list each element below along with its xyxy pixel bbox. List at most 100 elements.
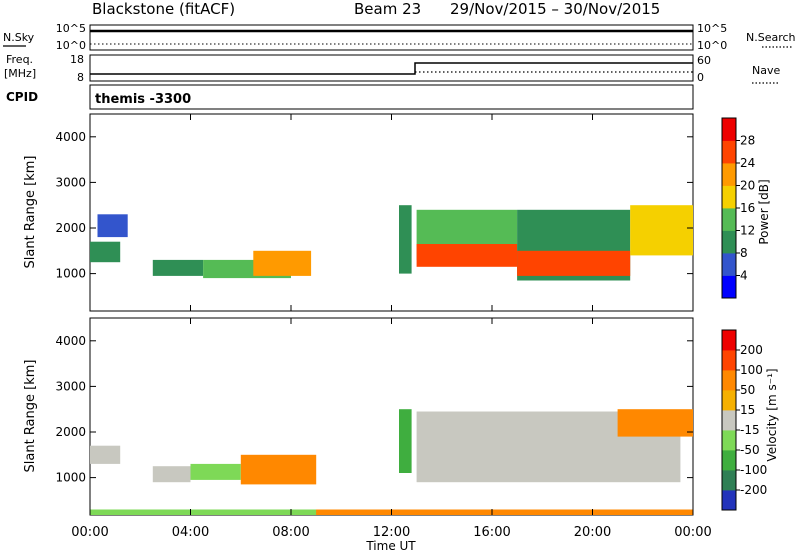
velocity-colorbar-label-2: 50 <box>740 383 755 397</box>
freq-units: [MHz] <box>4 67 36 80</box>
velocity-colorbar: 200 100 50 15 -15 -50 -100 -200 <box>721 329 767 511</box>
power-region-4 <box>253 250 312 276</box>
power-colorbar-swatch-5 <box>722 163 736 186</box>
velocity-colorbar-swatch-3 <box>722 430 736 451</box>
velocity-colorbar-swatch-6 <box>722 370 736 391</box>
nsky-panel: N.Sky 10^5 10^0 N.Search 10^5 10^0 <box>3 22 796 52</box>
nsearch-tick-bottom: 10^0 <box>697 39 727 52</box>
velocity-ytick-label-4000: 4000 <box>55 334 86 348</box>
power-region-10 <box>630 205 693 256</box>
cpid-label: CPID <box>6 90 38 104</box>
velocity-region-2 <box>190 463 241 480</box>
power-region-2 <box>152 259 204 276</box>
power-ytick-label-2000: 2000 <box>55 221 86 235</box>
velocity-region-0 <box>90 445 121 464</box>
velocity-colorbar-label: Velocity [m s⁻¹] <box>765 368 779 461</box>
velocity-y-axis: 1000 2000 3000 4000 <box>55 334 693 485</box>
velocity-ytick-label-2000: 2000 <box>55 425 86 439</box>
velocity-colorbar-label-6: -100 <box>740 463 767 477</box>
velocity-region-7 <box>90 509 392 515</box>
beam-label: Beam 23 <box>354 0 421 18</box>
xtick-label-1: 04:00 <box>172 525 209 540</box>
power-colorbar: 28 24 20 16 12 8 4 <box>721 117 755 299</box>
power-ylabel: Slant Range [km] <box>23 156 38 269</box>
xtick-label-0: 00:00 <box>71 525 108 540</box>
velocity-colorbar-label-7: -200 <box>740 483 767 497</box>
nsky-label: N.Sky <box>3 31 35 44</box>
power-region-9 <box>517 250 631 276</box>
freq-trace <box>90 62 693 75</box>
velocity-colorbar-label-0: 200 <box>740 343 763 357</box>
velocity-colorbar-swatch-7 <box>722 350 736 371</box>
time-axis-label: Time UT <box>365 539 416 553</box>
power-panel: 1000 2000 3000 4000 Slant Range [km] <box>23 113 694 312</box>
power-region-1 <box>97 214 128 238</box>
xtick-label-2: 08:00 <box>272 525 309 540</box>
power-ytick-label-3000: 3000 <box>55 175 86 189</box>
power-colorbar-label: Power [dB] <box>757 179 771 244</box>
power-colorbar-label-0: 28 <box>740 134 755 148</box>
velocity-panel: 1000 2000 3000 4000 Slant Range [km] <box>23 317 694 516</box>
velocity-colorbar-label-3: 15 <box>740 403 755 417</box>
power-region-7 <box>416 244 518 267</box>
time-axis: 00:00 04:00 08:00 12:00 16:00 20:00 00:00 <box>71 114 712 540</box>
velocity-region-8 <box>316 509 693 515</box>
velocity-region-1 <box>152 466 191 483</box>
power-colorbar-swatch-7 <box>722 118 736 141</box>
power-colorbar-label-3: 16 <box>740 201 755 215</box>
velocity-colorbar-frame <box>721 329 737 511</box>
nsky-tick-top: 10^5 <box>56 22 86 35</box>
nsearch-label: N.Search <box>746 31 796 44</box>
power-y-axis: 1000 2000 3000 4000 <box>55 130 693 281</box>
nsearch-tick-top: 10^5 <box>697 22 727 35</box>
velocity-region-6 <box>617 409 693 437</box>
power-colorbar-label-6: 4 <box>740 269 748 283</box>
velocity-region-3 <box>240 454 317 485</box>
xtick-label-4: 16:00 <box>473 525 510 540</box>
cpid-panel: CPID themis -3300 <box>6 84 694 110</box>
power-region-5 <box>399 205 412 274</box>
power-region-0 <box>90 241 121 263</box>
nave-label: Nave <box>752 64 780 77</box>
freq-tick-bottom: 8 <box>77 71 84 84</box>
power-colorbar-swatch-6 <box>722 140 736 164</box>
power-colorbar-swatch-3 <box>722 208 736 231</box>
velocity-colorbar-swatch-5 <box>722 390 736 411</box>
power-colorbar-label-4: 12 <box>740 224 755 238</box>
power-colorbar-swatch-4 <box>722 185 736 209</box>
freq-panel: Freq. [MHz] 18 8 Nave 60 0 <box>4 53 780 84</box>
station-title: Blackstone (fitACF) <box>92 0 235 18</box>
nave-tick-top: 60 <box>697 54 711 67</box>
velocity-colorbar-swatch-0 <box>722 490 736 511</box>
xtick-label-6: 00:00 <box>674 525 711 540</box>
power-colorbar-swatch-2 <box>722 230 736 254</box>
power-colorbar-label-5: 8 <box>740 246 748 260</box>
velocity-colorbar-swatch-8 <box>722 330 736 351</box>
velocity-colorbar-swatch-1 <box>722 470 736 491</box>
nsky-tick-bottom: 10^0 <box>56 39 86 52</box>
power-data-layer <box>90 205 693 281</box>
date-range: 29/Nov/2015 – 30/Nov/2015 <box>450 0 660 18</box>
velocity-data-layer <box>90 409 693 515</box>
freq-label: Freq. <box>6 53 33 66</box>
xtick-label-3: 12:00 <box>373 525 410 540</box>
xtick-label-5: 20:00 <box>574 525 611 540</box>
velocity-colorbar-label-5: -50 <box>740 443 760 457</box>
power-ytick-label-1000: 1000 <box>55 267 86 281</box>
velocity-colorbar-label-1: 100 <box>740 363 763 377</box>
velocity-colorbar-label-4: -15 <box>740 423 760 437</box>
velocity-ylabel: Slant Range [km] <box>23 360 38 473</box>
velocity-colorbar-swatch-2 <box>722 450 736 471</box>
velocity-ytick-label-3000: 3000 <box>55 379 86 393</box>
velocity-colorbar-swatch-4 <box>722 410 736 431</box>
power-colorbar-label-1: 24 <box>740 156 755 170</box>
freq-tick-top: 18 <box>70 53 84 66</box>
velocity-ytick-label-1000: 1000 <box>55 471 86 485</box>
nave-tick-bottom: 0 <box>697 71 704 84</box>
power-colorbar-label-2: 20 <box>740 179 755 193</box>
power-colorbar-swatch-1 <box>722 253 736 276</box>
velocity-region-4 <box>399 409 412 473</box>
power-ytick-label-4000: 4000 <box>55 130 86 144</box>
power-colorbar-swatch-0 <box>722 275 736 299</box>
